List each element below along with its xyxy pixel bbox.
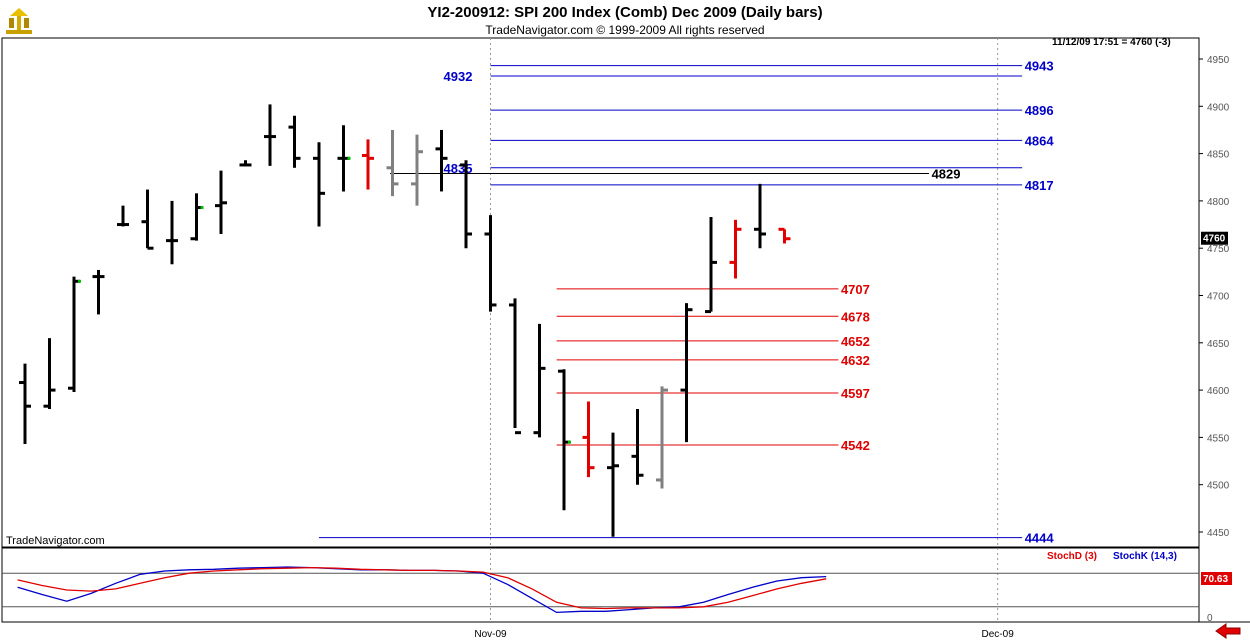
ohlc-bar bbox=[435, 129, 448, 192]
ohlc-bar bbox=[92, 269, 105, 315]
stochK-legend: StochK (14,3) bbox=[1113, 551, 1177, 562]
ohlc-bar bbox=[411, 134, 423, 206]
ohlc-bar bbox=[43, 338, 56, 410]
y-tick-label: 4600 bbox=[1207, 386, 1230, 397]
level-label-4597: 4597 bbox=[841, 386, 870, 401]
ohlc-bar bbox=[558, 369, 571, 511]
tradenavigator-logo-icon[interactable] bbox=[4, 6, 34, 36]
signal-marker bbox=[78, 279, 81, 283]
y-tick-label: 4950 bbox=[1207, 55, 1230, 66]
signal-marker bbox=[568, 440, 571, 444]
y-tick-label: 4650 bbox=[1207, 339, 1230, 350]
level-label-4932: 4932 bbox=[444, 69, 473, 84]
price-panel bbox=[1, 37, 1200, 548]
level-label-4864: 4864 bbox=[1025, 133, 1055, 148]
ohlc-bar bbox=[509, 298, 521, 435]
scroll-left-arrow-icon[interactable] bbox=[1214, 623, 1242, 639]
ohlc-bar bbox=[460, 160, 472, 249]
ohlc-bar bbox=[631, 409, 644, 485]
y-tick-label: 4500 bbox=[1207, 481, 1230, 492]
chart-title: YI2-200912: SPI 200 Index (Comb) Dec 200… bbox=[427, 4, 823, 21]
y-tick-label: 4750 bbox=[1207, 244, 1230, 255]
ohlc-bar bbox=[141, 189, 154, 250]
level-label-4707: 4707 bbox=[841, 282, 870, 297]
ohlc-bar bbox=[680, 303, 693, 443]
x-tick-label: Nov-09 bbox=[474, 629, 507, 640]
ohlc-bar bbox=[68, 276, 81, 392]
y-tick-label: 4800 bbox=[1207, 197, 1230, 208]
stochD-line bbox=[17, 566, 827, 610]
ohlc-bar bbox=[656, 386, 668, 489]
ohlc-bar bbox=[484, 215, 497, 312]
ohlc-bar bbox=[337, 125, 351, 192]
x-tick-label: Dec-09 bbox=[982, 629, 1015, 640]
ohlc-bar bbox=[288, 115, 301, 168]
last-price-label: 4760 bbox=[1203, 234, 1226, 245]
ohlc-bar bbox=[239, 160, 252, 167]
ohlc-bar bbox=[264, 104, 276, 166]
level-label-4943: 4943 bbox=[1025, 59, 1054, 74]
ohlc-bar bbox=[386, 129, 399, 197]
ohlc-bar bbox=[729, 219, 742, 279]
stochastic-panel bbox=[1, 547, 1200, 623]
level-label-4444: 4444 bbox=[1025, 531, 1055, 546]
level-label-4678: 4678 bbox=[841, 309, 870, 324]
last-price-tag bbox=[1201, 231, 1228, 245]
level-label-4817: 4817 bbox=[1025, 178, 1054, 193]
signal-marker bbox=[347, 156, 351, 160]
ohlc-bar bbox=[215, 170, 227, 235]
level-label-4896: 4896 bbox=[1025, 103, 1054, 118]
ohlc-bar bbox=[778, 227, 791, 244]
stochD-legend: StochD (3) bbox=[1047, 551, 1097, 562]
stoch-value-label: 70.63 bbox=[1203, 574, 1228, 585]
chart-subtitle: TradeNavigator.com © 1999-2009 All right… bbox=[485, 23, 765, 37]
ohlc-bar bbox=[362, 139, 374, 190]
ohlc-bar bbox=[607, 432, 619, 537]
ohlc-bar bbox=[754, 183, 766, 249]
ohlc-bar bbox=[166, 200, 178, 265]
ohlc-bar bbox=[313, 142, 325, 227]
ohlc-bar bbox=[533, 323, 546, 438]
stoch-tick-label: 0 bbox=[1207, 613, 1213, 624]
y-tick-label: 4550 bbox=[1207, 433, 1230, 444]
ohlc-bar bbox=[19, 363, 31, 445]
level-label-4829: 4829 bbox=[932, 166, 961, 181]
level-label-4632: 4632 bbox=[841, 353, 870, 368]
y-tick-label: 4900 bbox=[1207, 102, 1230, 113]
level-label-4542: 4542 bbox=[841, 438, 870, 453]
level-label-4652: 4652 bbox=[841, 334, 870, 349]
ohlc-bar bbox=[117, 205, 129, 227]
y-tick-label: 4700 bbox=[1207, 292, 1230, 303]
y-tick-label: 4850 bbox=[1207, 150, 1230, 161]
y-tick-label: 4450 bbox=[1207, 528, 1230, 539]
stoch-value-tag bbox=[1201, 572, 1232, 585]
ohlc-bar bbox=[582, 401, 595, 478]
ohlc-bar bbox=[705, 216, 717, 314]
last-quote: 11/12/09 17:51 = 4760 (-3) bbox=[1052, 37, 1171, 48]
brand-watermark: TradeNavigator.com bbox=[6, 535, 105, 547]
signal-marker bbox=[200, 206, 204, 210]
ohlc-bar bbox=[190, 193, 204, 241]
